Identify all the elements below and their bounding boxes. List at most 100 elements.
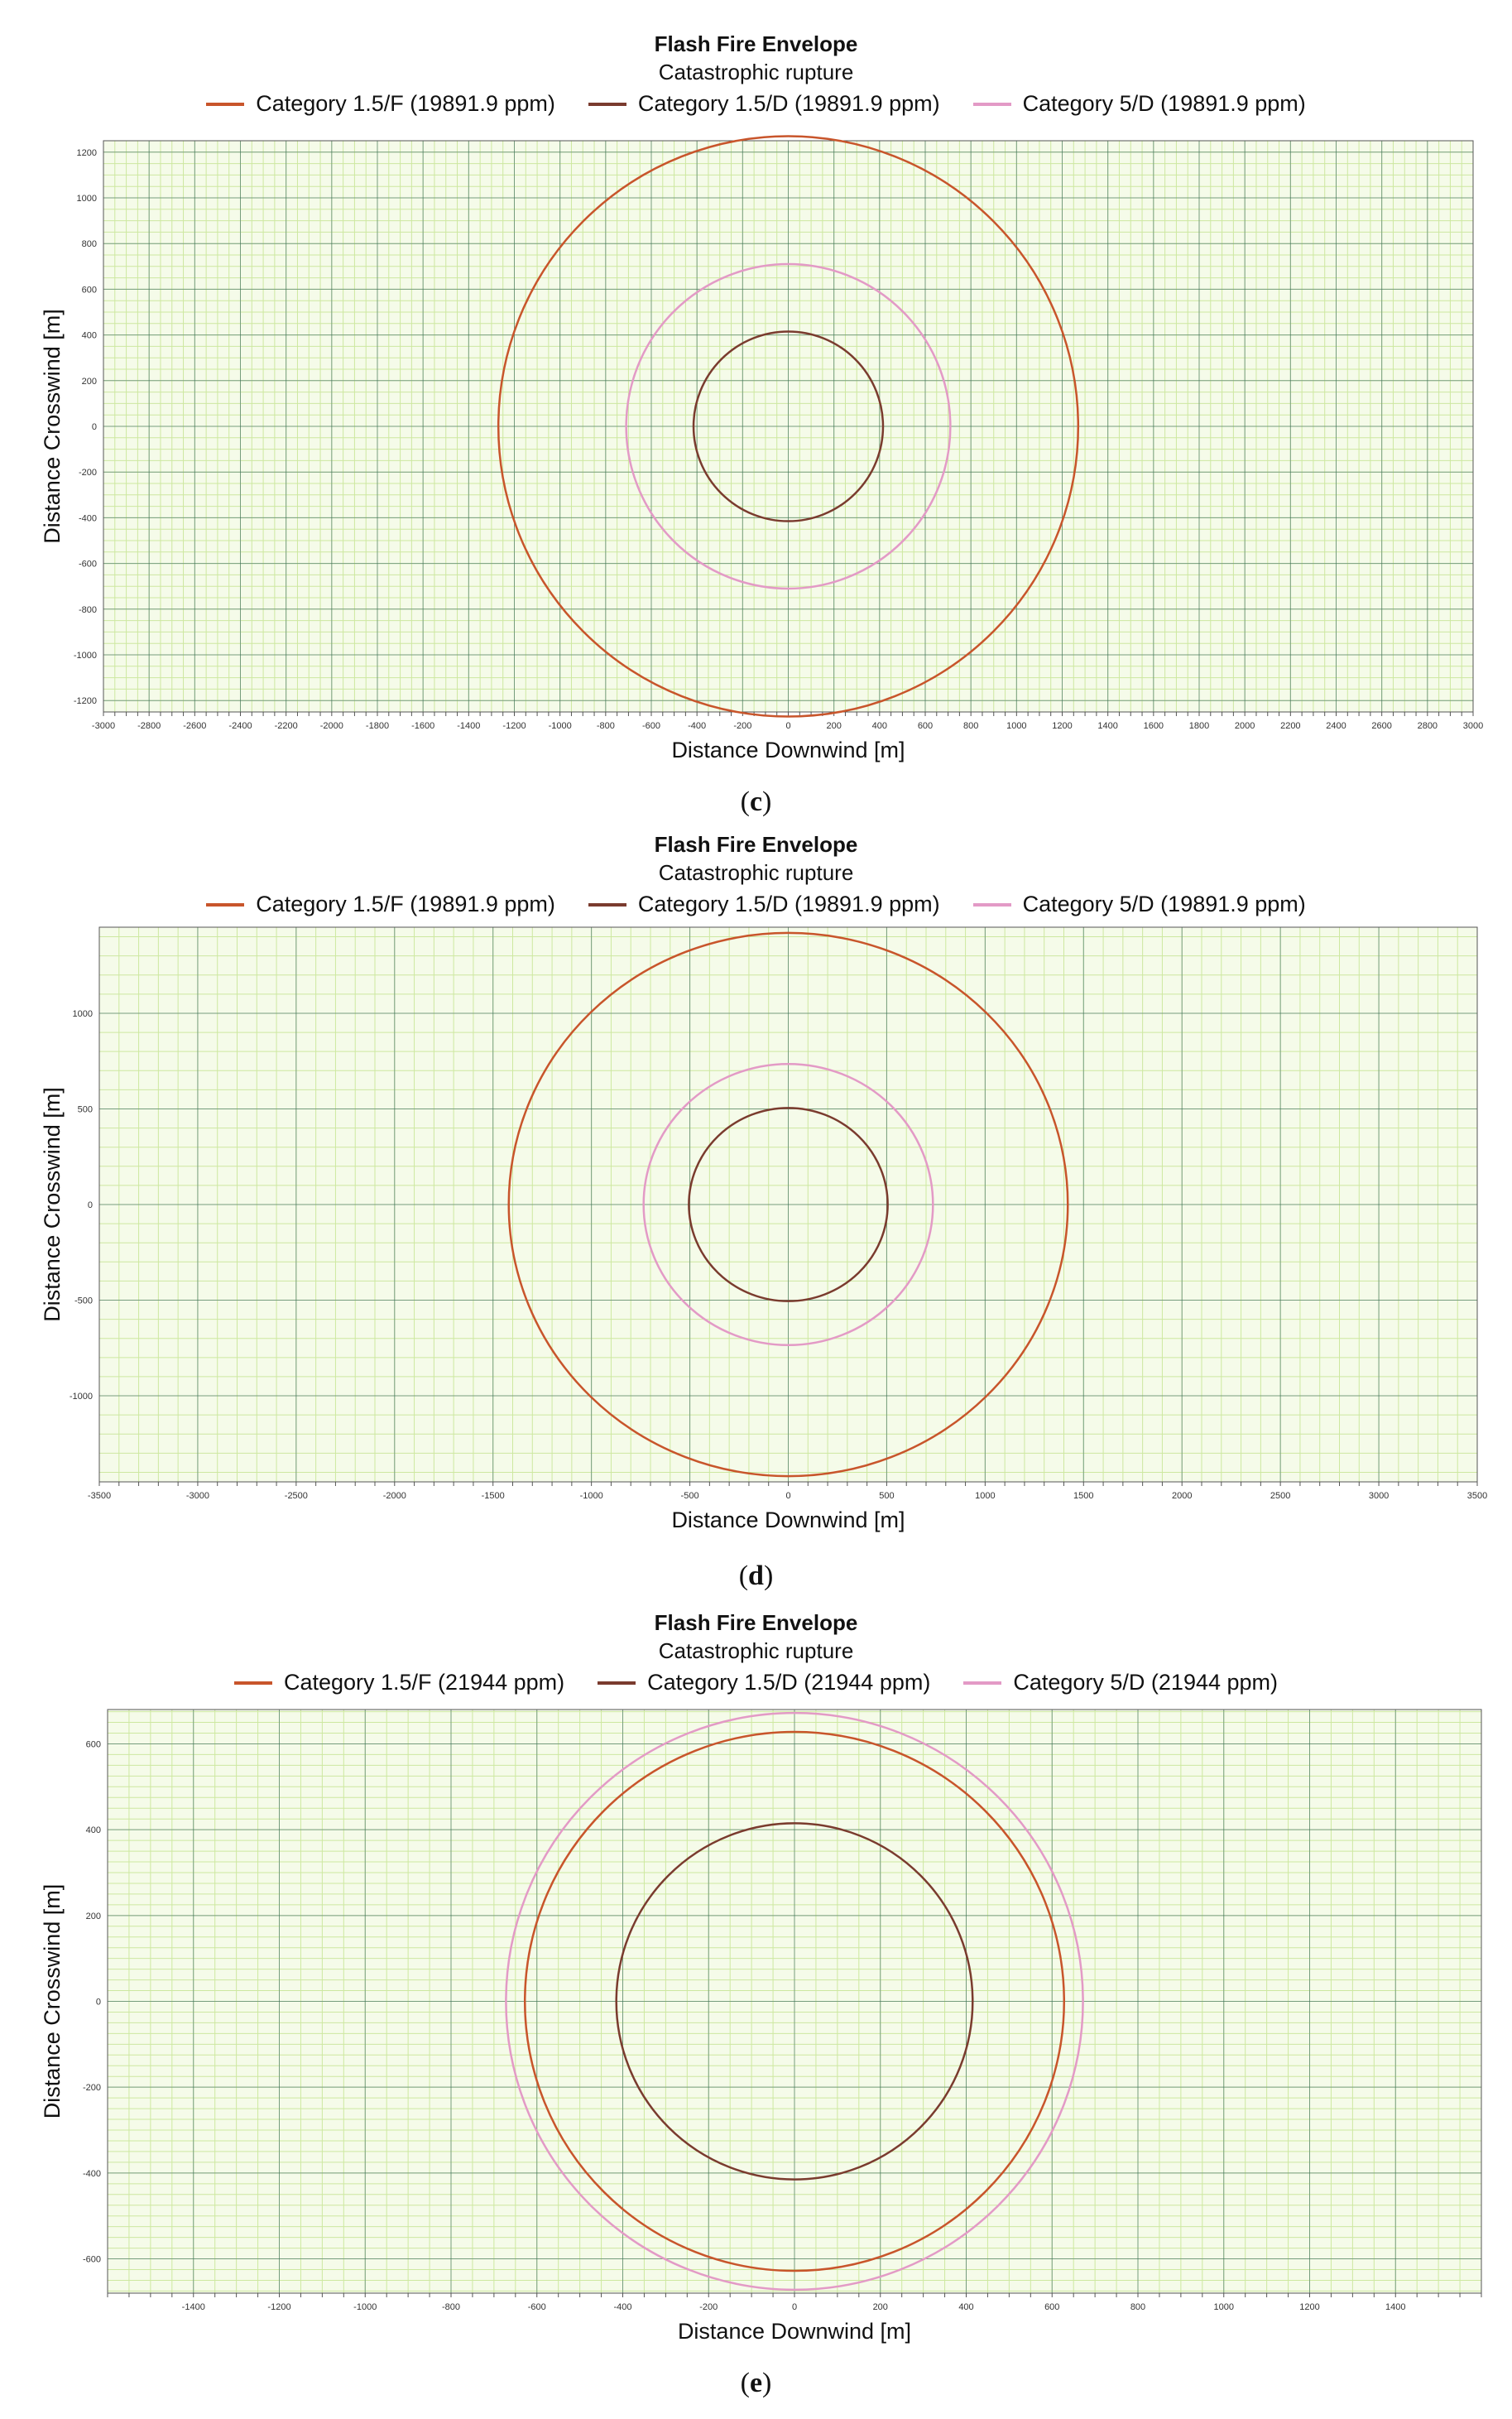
- x-tick-label: -800: [597, 721, 615, 731]
- legend-swatch: [588, 902, 626, 907]
- x-tick-label: 200: [826, 721, 841, 731]
- legend-label: Category 1.5/F (19891.9 ppm): [256, 892, 555, 916]
- y-axis-label: Distance Crosswind [m]: [40, 1884, 65, 2119]
- legend-item: Category 5/D (19891.9 ppm): [972, 91, 1306, 117]
- legend-swatch: [972, 102, 1011, 106]
- y-tick-label: -600: [79, 560, 97, 570]
- legend-swatch: [206, 902, 245, 907]
- y-tick-label: -1200: [74, 696, 97, 706]
- x-tick-label: -1200: [267, 2302, 290, 2312]
- major-grid: [103, 141, 1474, 712]
- caption-letter: c: [749, 786, 763, 817]
- x-tick-label: 2500: [1270, 1491, 1290, 1501]
- x-tick-label: 800: [1130, 2302, 1145, 2312]
- legend-item: Category 1.5/D (21944 ppm): [598, 1670, 930, 1695]
- x-tick-label: 800: [963, 721, 978, 731]
- x-tick-label: -2500: [285, 1491, 308, 1501]
- x-tick-label: 2400: [1326, 721, 1346, 731]
- legend-swatch: [206, 102, 245, 106]
- x-tick-label: 2000: [1235, 721, 1255, 731]
- x-axis-label: Distance Downwind [m]: [671, 738, 905, 762]
- legend-item: Category 1.5/F (19891.9 ppm): [206, 91, 555, 117]
- x-tick-label: 0: [785, 1491, 790, 1501]
- x-tick-label: 3000: [1463, 721, 1483, 731]
- legend-label: Category 1.5/F (19891.9 ppm): [256, 91, 555, 116]
- figure-caption: (e): [740, 2368, 772, 2398]
- x-tick-label: -500: [681, 1491, 699, 1501]
- x-axis-ticks: [98, 1482, 1478, 1486]
- legend-label: Category 1.5/F (21944 ppm): [283, 1670, 565, 1695]
- y-tick-label: 600: [82, 285, 97, 295]
- legend-item: Category 5/D (19891.9 ppm): [972, 892, 1306, 917]
- chart-title: Flash Fire Envelope: [654, 31, 858, 56]
- chart-legend: Category 1.5/F (21944 ppm) Category 1.5/…: [0, 1670, 1512, 1695]
- series-envelope: [507, 931, 1069, 1478]
- y-tick-label: 1200: [77, 148, 97, 158]
- x-tick-label: 3000: [1369, 1491, 1389, 1501]
- x-tick-label: 1000: [1006, 721, 1026, 731]
- x-tick-label: 1400: [1385, 2302, 1405, 2312]
- x-tick-label: -800: [442, 2302, 460, 2312]
- y-tick-label: 800: [82, 239, 97, 249]
- x-axis-label: Distance Downwind [m]: [678, 2319, 911, 2344]
- x-axis-ticks: [103, 712, 1474, 716]
- chart-subtitle: Catastrophic rupture: [658, 860, 854, 885]
- x-axis-label: Distance Downwind [m]: [671, 1508, 905, 1532]
- y-tick-label: 200: [86, 1912, 101, 1921]
- series-envelope: [642, 1062, 934, 1347]
- y-tick-label: 0: [96, 1998, 101, 2008]
- y-tick-label: -600: [83, 2255, 101, 2265]
- legend-item: Category 1.5/F (19891.9 ppm): [206, 892, 555, 917]
- caption-letter: d: [748, 1561, 764, 1591]
- y-tick-label: -400: [83, 2169, 101, 2179]
- x-tick-label: 1200: [1052, 721, 1072, 731]
- x-tick-label: -2000: [383, 1491, 406, 1501]
- x-tick-label: 1200: [1299, 2302, 1319, 2312]
- x-tick-label: -200: [699, 2302, 718, 2312]
- x-tick-label: 2000: [1172, 1491, 1192, 1501]
- series-envelope: [625, 262, 952, 590]
- x-tick-label: -1500: [482, 1491, 505, 1501]
- y-tick-label: 0: [92, 422, 97, 432]
- legend-swatch: [598, 1681, 636, 1685]
- x-tick-label: 2600: [1371, 721, 1391, 731]
- x-tick-label: 3500: [1467, 1491, 1487, 1501]
- figure-caption: (d): [738, 1561, 774, 1591]
- legend-swatch: [972, 902, 1011, 907]
- x-tick-label: 1600: [1144, 721, 1164, 731]
- x-tick-label: 200: [873, 2302, 888, 2312]
- legend-swatch: [233, 1681, 272, 1685]
- x-tick-label: -3000: [92, 721, 115, 731]
- legend-item: Category 5/D (21944 ppm): [963, 1670, 1278, 1695]
- x-tick-label: -1400: [182, 2302, 205, 2312]
- y-tick-label: 1000: [77, 194, 97, 204]
- x-tick-label: -400: [688, 721, 706, 731]
- legend-swatch: [588, 102, 626, 106]
- y-tick-label: -200: [83, 2083, 101, 2093]
- x-tick-label: -1000: [580, 1491, 603, 1501]
- y-tick-label: -200: [79, 468, 97, 478]
- chart-subtitle: Catastrophic rupture: [658, 60, 854, 84]
- chart-legend: Category 1.5/F (19891.9 ppm) Category 1.…: [0, 91, 1512, 117]
- y-tick-label: 0: [88, 1200, 93, 1210]
- x-tick-label: -2800: [137, 721, 161, 731]
- legend-label: Category 1.5/D (21944 ppm): [647, 1670, 931, 1695]
- legend-label: Category 5/D (19891.9 ppm): [1022, 91, 1306, 116]
- chart-plot: -1400 -1200 -1000 -800 -600 -400 -200 0 200 400 60…: [40, 1709, 1482, 2344]
- y-tick-label: 1000: [73, 1009, 93, 1019]
- x-tick-label: -1600: [411, 721, 434, 731]
- legend-label: Category 5/D (19891.9 ppm): [1022, 892, 1306, 916]
- x-tick-label: 500: [879, 1491, 894, 1501]
- figure-caption: (c): [740, 786, 772, 817]
- legend-label: Category 5/D (21944 ppm): [1013, 1670, 1279, 1695]
- legend-swatch: [963, 1681, 1002, 1685]
- x-tick-label: 400: [958, 2302, 973, 2312]
- x-tick-label: -1400: [457, 721, 480, 731]
- legend-label: Category 1.5/D (19891.9 ppm): [637, 91, 940, 116]
- x-tick-label: -1800: [366, 721, 389, 731]
- x-tick-label: 1800: [1189, 721, 1209, 731]
- y-tick-label: 400: [82, 331, 97, 341]
- series-envelope: [692, 330, 885, 522]
- legend-label: Category 1.5/D (19891.9 ppm): [637, 892, 940, 916]
- x-tick-label: 2800: [1418, 721, 1438, 731]
